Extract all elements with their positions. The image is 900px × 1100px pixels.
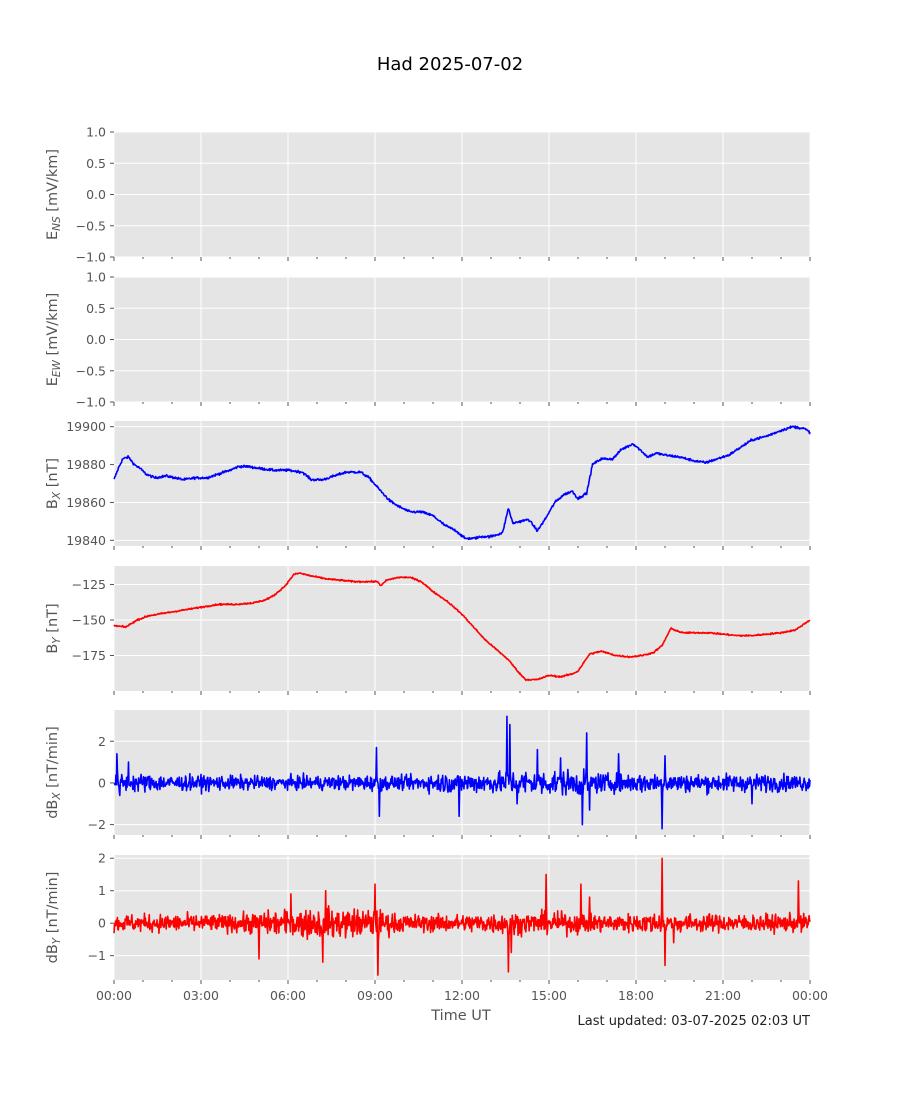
y-tick-label: −175 bbox=[72, 648, 106, 663]
panel-db-y: −1 0 1 2 dBY [nT/min] bbox=[45, 851, 811, 984]
y-axis-label-unit: [mV/km] bbox=[45, 149, 61, 216]
y-axis-label-unit: [nT/min] bbox=[45, 726, 61, 792]
x-axis-ticks: 00:00 03:00 06:00 09:00 12:00 15:00 18:00 21:00… bbox=[96, 988, 828, 1003]
y-tick-label: −150 bbox=[72, 612, 106, 627]
y-tick-label: 1.0 bbox=[86, 270, 106, 285]
panel-e-ew: −1.0 −0.5 0.0 0.5 1.0 EEW [mV/km] bbox=[45, 270, 811, 410]
x-tick-label: 18:00 bbox=[618, 988, 654, 1003]
y-tick-label: 2 bbox=[98, 734, 106, 749]
y-tick-label: −1.0 bbox=[76, 250, 106, 265]
chart-title: Had 2025-07-02 bbox=[377, 54, 523, 75]
series-line-b-x bbox=[113, 425, 811, 541]
y-axis-label: BY [nT] bbox=[45, 603, 63, 653]
y-tick-label: 1 bbox=[98, 883, 106, 898]
y-axis-label-subscript: NS bbox=[51, 216, 63, 231]
y-tick-label: 19900 bbox=[66, 419, 106, 434]
y-axis-label-main: E bbox=[45, 377, 61, 386]
y-tick-label: 0.0 bbox=[86, 332, 106, 347]
y-tick-label: −0.5 bbox=[76, 363, 106, 378]
y-tick-label: −1.0 bbox=[76, 395, 106, 410]
y-axis-label-subscript: EW bbox=[51, 359, 63, 377]
y-tick-label: −1 bbox=[88, 948, 106, 963]
y-axis-label-main: B bbox=[45, 644, 61, 654]
y-axis-label-subscript: Y bbox=[51, 936, 63, 944]
y-axis-label-subscript: Y bbox=[51, 636, 63, 644]
y-axis-label: dBX [nT/min] bbox=[45, 726, 63, 819]
y-tick-label: 0 bbox=[98, 916, 106, 931]
y-tick-label: 2 bbox=[98, 851, 106, 866]
y-axis-label-main: B bbox=[45, 499, 61, 509]
y-tick-label: −125 bbox=[72, 577, 106, 592]
x-tick-label: 21:00 bbox=[705, 988, 741, 1003]
y-axis-label-main: dB bbox=[45, 944, 61, 963]
y-axis-label-unit: [nT] bbox=[45, 458, 61, 492]
x-tick-label: 00:00 bbox=[792, 988, 828, 1003]
x-tick-label: 06:00 bbox=[270, 988, 306, 1003]
x-tick-label: 12:00 bbox=[444, 988, 480, 1003]
panel-e-ns: −1.0 −0.5 0.0 0.5 1.0 ENS [mV/km] bbox=[45, 125, 811, 265]
y-axis-label-unit: [nT] bbox=[45, 603, 61, 637]
last-updated-note: Last updated: 03-07-2025 02:03 UT bbox=[577, 1014, 810, 1029]
y-axis-label-main: E bbox=[45, 231, 61, 240]
y-axis-label-main: dB bbox=[45, 800, 61, 819]
panel-b-x: 19840 19860 19880 19900 BX [nT] bbox=[45, 419, 811, 550]
y-axis-label-subscript: X bbox=[51, 792, 63, 801]
series-line-b-y bbox=[113, 572, 811, 682]
y-axis-label: BX [nT] bbox=[45, 458, 63, 509]
series-line-db-y bbox=[113, 857, 811, 976]
y-axis-label-unit: [mV/km] bbox=[45, 293, 61, 360]
y-axis-label-unit: [nT/min] bbox=[45, 872, 61, 938]
y-tick-label: 0.0 bbox=[86, 187, 106, 202]
x-tick-label: 00:00 bbox=[96, 988, 132, 1003]
panel-b-y: −175 −150 −125 BY [nT] bbox=[45, 566, 811, 695]
y-tick-label: −0.5 bbox=[76, 218, 106, 233]
x-tick-label: 03:00 bbox=[183, 988, 219, 1003]
y-axis-label: dBY [nT/min] bbox=[45, 872, 63, 964]
x-tick-label: 09:00 bbox=[357, 988, 393, 1003]
x-tick-label: 15:00 bbox=[531, 988, 567, 1003]
y-tick-label: −2 bbox=[88, 817, 106, 832]
y-tick-label: 19840 bbox=[66, 533, 106, 548]
series-line-db-x bbox=[113, 715, 811, 830]
y-tick-label: 0 bbox=[98, 775, 106, 790]
y-tick-label: 1.0 bbox=[86, 125, 106, 140]
y-axis-label: ENS [mV/km] bbox=[45, 149, 63, 240]
x-axis-label: Time UT bbox=[430, 1008, 491, 1024]
y-tick-label: 0.5 bbox=[86, 301, 106, 316]
y-axis-label-subscript: X bbox=[51, 491, 63, 500]
panel-db-x: −2 0 2 dBX [nT/min] bbox=[45, 710, 811, 839]
y-tick-label: 19880 bbox=[66, 457, 106, 472]
y-tick-label: 19860 bbox=[66, 495, 106, 510]
y-axis-label: EEW [mV/km] bbox=[45, 293, 63, 387]
y-tick-label: 0.5 bbox=[86, 156, 106, 171]
